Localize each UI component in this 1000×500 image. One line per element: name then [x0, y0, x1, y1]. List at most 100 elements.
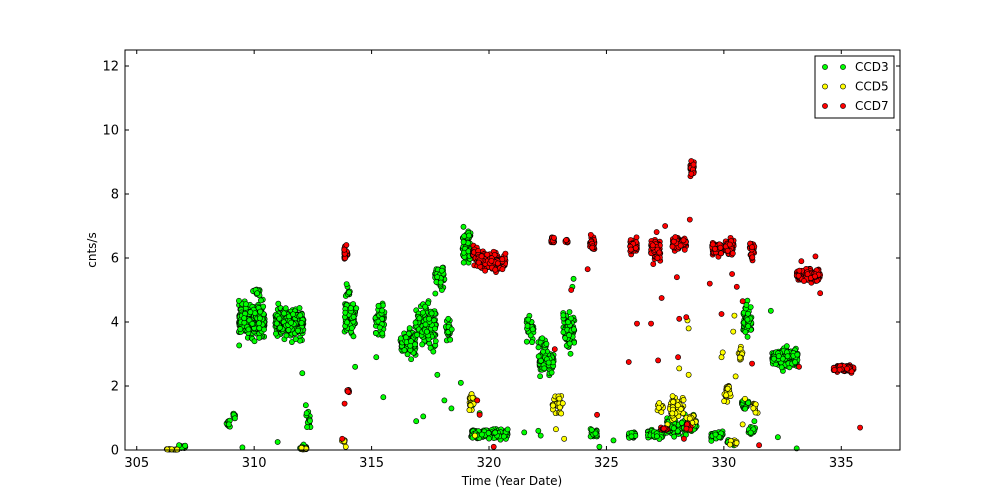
- data-point: [778, 364, 785, 371]
- y-axis-label: cnts/s: [85, 232, 99, 267]
- data-point: [566, 309, 573, 315]
- y-tick-label: 8: [111, 188, 119, 203]
- data-point: [739, 421, 746, 428]
- data-point: [566, 332, 573, 339]
- data-point: [460, 259, 467, 266]
- data-point: [432, 338, 439, 345]
- data-point: [529, 339, 535, 346]
- data-point: [686, 216, 693, 223]
- x-tick-label: 315: [359, 456, 384, 471]
- data-point: [750, 405, 757, 412]
- data-point: [344, 319, 350, 326]
- data-point: [535, 353, 542, 360]
- data-point: [568, 287, 575, 293]
- data-point: [543, 340, 550, 347]
- legend-label: CCD3: [855, 60, 889, 74]
- data-point: [726, 241, 733, 248]
- data-point: [432, 325, 438, 332]
- data-point: [457, 379, 464, 386]
- data-point: [492, 429, 499, 436]
- data-point: [288, 319, 295, 326]
- data-point: [649, 242, 656, 249]
- data-point: [683, 425, 690, 432]
- data-point: [504, 426, 511, 433]
- data-point: [426, 315, 432, 322]
- data-point: [801, 278, 807, 284]
- data-point: [290, 311, 296, 318]
- data-point: [494, 260, 501, 267]
- data-point: [275, 300, 282, 307]
- data-point: [553, 426, 559, 433]
- data-point: [857, 424, 863, 431]
- data-point: [339, 435, 346, 442]
- data-point: [241, 315, 248, 322]
- y-tick-label: 2: [111, 380, 119, 395]
- data-point: [674, 428, 681, 434]
- data-point: [751, 418, 758, 425]
- data-point: [565, 319, 571, 326]
- data-point: [225, 421, 232, 428]
- data-point: [796, 363, 802, 370]
- data-point: [422, 321, 429, 328]
- data-point: [632, 245, 639, 251]
- data-point: [348, 325, 355, 331]
- data-point: [353, 305, 360, 312]
- x-tick-label: 305: [124, 456, 149, 471]
- data-point: [423, 328, 430, 335]
- data-point: [420, 309, 426, 316]
- data-point: [476, 411, 483, 418]
- data-point: [249, 320, 256, 327]
- data-point: [422, 303, 429, 310]
- data-point: [672, 234, 679, 240]
- y-tick-label: 10: [102, 124, 119, 139]
- legend-marker: [840, 64, 846, 70]
- data-point: [633, 234, 640, 241]
- data-point: [674, 402, 681, 409]
- data-point: [482, 267, 488, 274]
- data-point: [343, 242, 350, 248]
- data-point: [742, 395, 748, 402]
- data-point: [737, 354, 743, 361]
- data-point: [461, 233, 468, 240]
- data-point: [346, 289, 352, 296]
- data-point: [685, 371, 692, 378]
- data-point: [742, 405, 749, 412]
- data-point: [236, 342, 243, 349]
- data-point: [669, 243, 676, 250]
- data-point: [774, 434, 781, 441]
- data-point: [257, 297, 264, 304]
- data-point: [744, 333, 751, 340]
- data-point: [798, 258, 805, 265]
- data-point: [717, 244, 724, 251]
- data-point: [299, 370, 306, 377]
- data-point: [466, 407, 473, 413]
- data-point: [408, 338, 414, 345]
- data-point: [460, 223, 467, 230]
- x-tick-label: 335: [829, 456, 854, 471]
- data-point: [743, 302, 750, 308]
- y-tick-label: 4: [111, 316, 119, 331]
- data-point: [680, 397, 687, 403]
- data-point: [541, 365, 548, 372]
- data-point: [283, 332, 290, 339]
- data-point: [485, 430, 492, 436]
- data-point: [298, 319, 305, 326]
- legend: CCD3 CCD5 CCD7: [814, 55, 895, 119]
- data-point: [251, 338, 258, 345]
- data-point: [341, 400, 348, 407]
- data-point: [548, 369, 555, 376]
- data-point: [784, 353, 791, 360]
- data-point: [445, 315, 452, 322]
- x-tick-label: 310: [242, 456, 267, 471]
- data-point: [239, 444, 246, 451]
- data-point: [563, 237, 570, 243]
- data-point: [628, 433, 635, 440]
- data-point: [724, 247, 731, 254]
- data-point: [654, 255, 661, 261]
- data-point: [783, 343, 790, 350]
- data-point: [662, 223, 669, 229]
- data-point: [281, 310, 287, 317]
- data-point: [343, 281, 350, 288]
- data-point: [406, 325, 413, 332]
- data-point: [420, 413, 427, 420]
